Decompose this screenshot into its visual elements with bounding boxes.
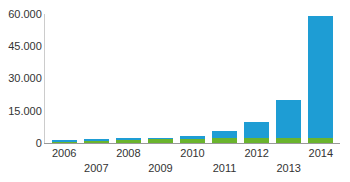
svg-text:2008: 2008 [116,147,140,159]
svg-text:2012: 2012 [244,147,268,159]
svg-text:60.000: 60.000 [8,8,42,20]
svg-text:2011: 2011 [213,162,237,174]
svg-text:30.000: 30.000 [8,72,42,84]
svg-text:2014: 2014 [309,147,333,159]
svg-text:2007: 2007 [84,162,108,174]
svg-text:2013: 2013 [276,162,300,174]
svg-text:2006: 2006 [52,147,76,159]
svg-text:2010: 2010 [180,147,204,159]
svg-text:15.000: 15.000 [8,105,42,117]
svg-text:45.000: 45.000 [8,40,42,52]
svg-text:2009: 2009 [148,162,172,174]
svg-text:0: 0 [36,137,42,149]
